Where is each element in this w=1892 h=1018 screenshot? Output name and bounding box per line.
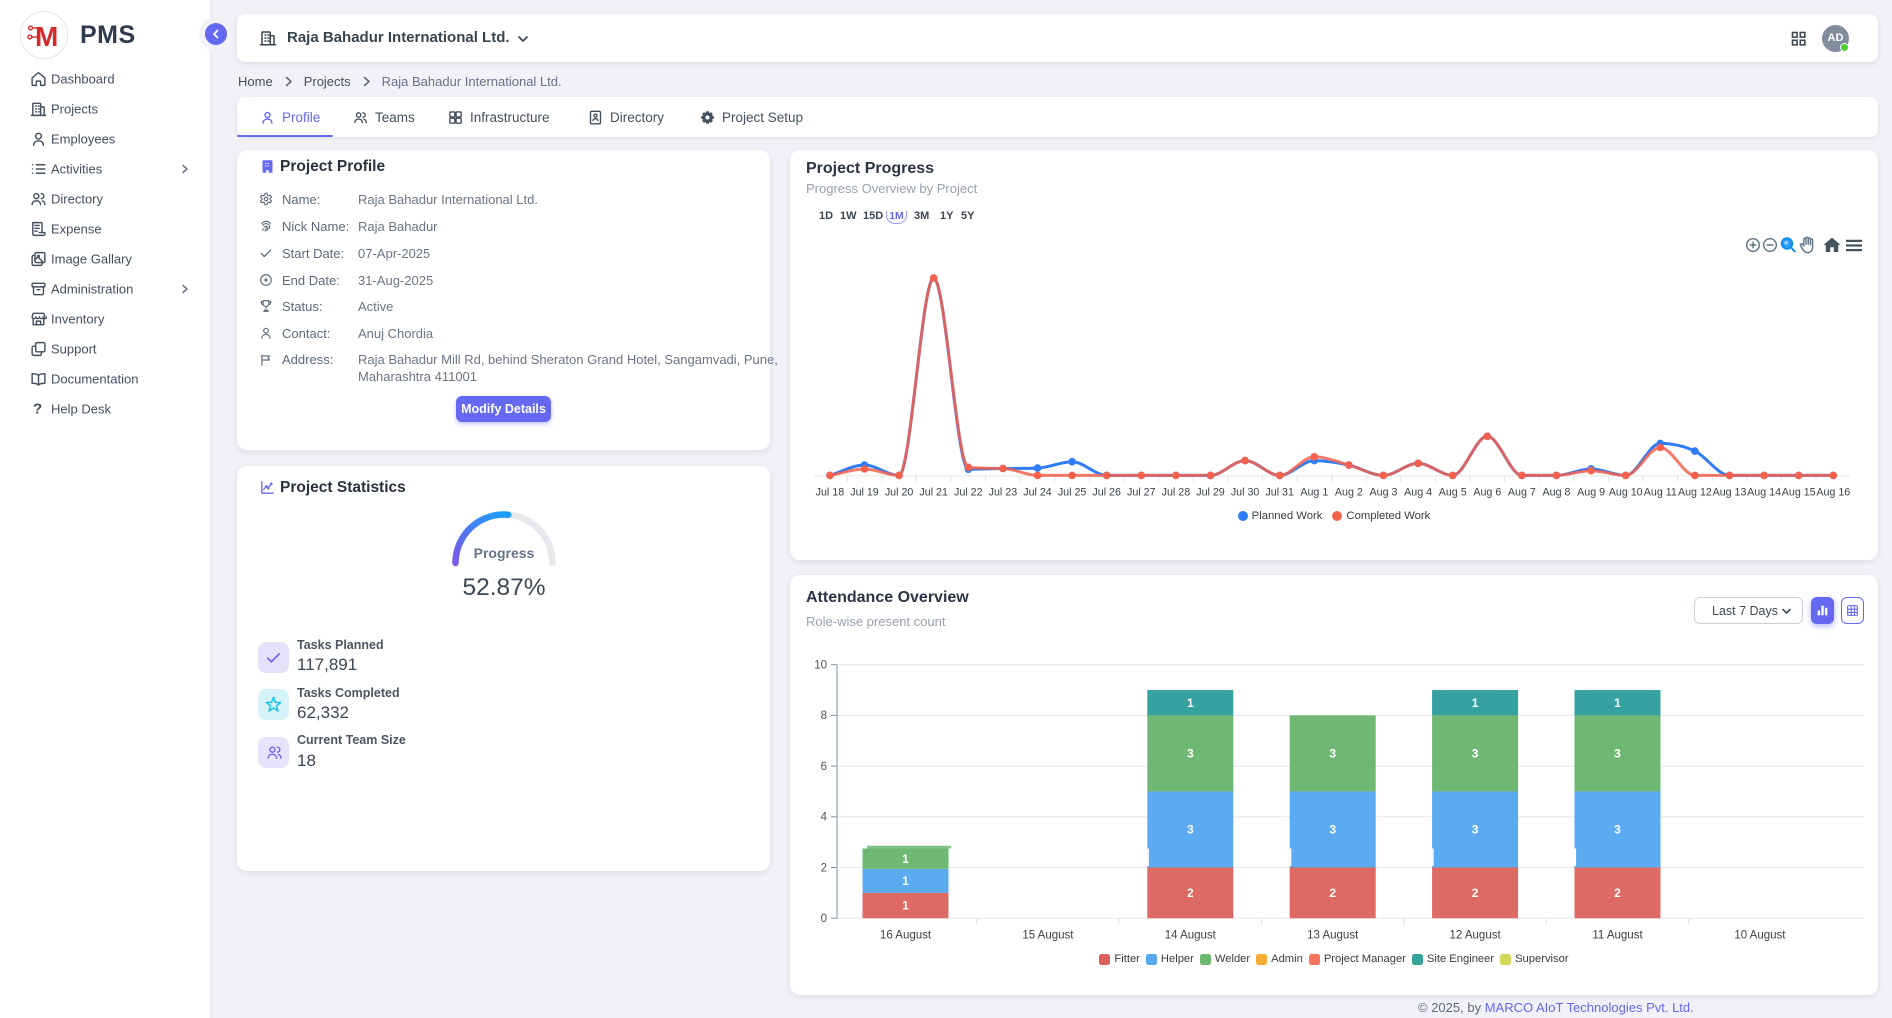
svg-text:8: 8 [821,710,827,722]
svg-text:Aug 7: Aug 7 [1508,487,1536,499]
svg-text:10 August: 10 August [1734,930,1786,942]
svg-text:Aug 10: Aug 10 [1609,487,1643,499]
svg-text:10: 10 [814,660,827,672]
svg-text:Aug 6: Aug 6 [1473,487,1501,499]
svg-text:Jul 26: Jul 26 [1092,487,1121,499]
svg-text:2: 2 [1472,886,1479,900]
svg-text:2: 2 [1614,886,1621,900]
svg-text:15 August: 15 August [1022,930,1074,942]
svg-text:1: 1 [902,874,909,888]
svg-text:4: 4 [821,812,828,824]
svg-text:Jul 24: Jul 24 [1023,487,1052,499]
svg-text:2: 2 [1187,886,1194,900]
svg-text:M: M [35,21,58,52]
svg-text:12 August: 12 August [1450,930,1502,942]
svg-text:Aug 2: Aug 2 [1335,487,1363,499]
svg-text:3: 3 [1187,823,1194,837]
svg-text:Aug 11: Aug 11 [1644,487,1677,499]
svg-text:Jul 21: Jul 21 [919,487,948,499]
svg-text:16 August: 16 August [880,930,932,942]
svg-text:1: 1 [1614,696,1621,710]
svg-text:1: 1 [1472,696,1479,710]
svg-text:11 August: 11 August [1592,930,1643,942]
svg-text:13 August: 13 August [1307,930,1359,942]
svg-text:Aug 8: Aug 8 [1543,487,1571,499]
svg-text:Aug 5: Aug 5 [1439,487,1467,499]
svg-text:3: 3 [1614,823,1621,837]
svg-text:Jul 29: Jul 29 [1196,487,1225,499]
svg-text:3: 3 [1614,747,1621,761]
svg-text:Aug 4: Aug 4 [1404,487,1432,499]
svg-text:Jul 23: Jul 23 [989,487,1018,499]
svg-text:Jul 18: Jul 18 [816,487,845,499]
svg-text:Jul 20: Jul 20 [885,487,914,499]
svg-text:1: 1 [902,852,909,866]
svg-text:Aug 3: Aug 3 [1370,487,1398,499]
svg-text:2: 2 [1329,886,1336,900]
svg-text:6: 6 [821,761,827,773]
svg-text:3: 3 [1329,823,1336,837]
svg-text:3: 3 [1472,747,1479,761]
svg-text:2: 2 [821,862,827,874]
svg-text:Jul 22: Jul 22 [954,487,983,499]
svg-text:Aug 13: Aug 13 [1713,487,1747,499]
svg-text:Jul 27: Jul 27 [1127,487,1156,499]
svg-text:1: 1 [902,899,909,913]
svg-text:Aug 14: Aug 14 [1747,487,1781,499]
svg-text:Jul 28: Jul 28 [1162,487,1191,499]
svg-text:Aug 1: Aug 1 [1300,487,1328,499]
svg-text:Jul 30: Jul 30 [1231,487,1260,499]
svg-text:Aug 12: Aug 12 [1678,487,1712,499]
svg-text:Jul 31: Jul 31 [1265,487,1294,499]
svg-text:14 August: 14 August [1165,930,1217,942]
svg-text:Jul 19: Jul 19 [850,487,879,499]
svg-text:Jul 25: Jul 25 [1058,487,1087,499]
svg-text:0: 0 [821,913,827,925]
svg-text:Aug 9: Aug 9 [1577,487,1605,499]
svg-text:1: 1 [1187,696,1194,710]
svg-text:3: 3 [1472,823,1479,837]
svg-text:Aug 16: Aug 16 [1816,487,1850,499]
svg-text:Aug 15: Aug 15 [1782,487,1816,499]
svg-text:3: 3 [1187,747,1194,761]
svg-text:3: 3 [1329,747,1336,761]
